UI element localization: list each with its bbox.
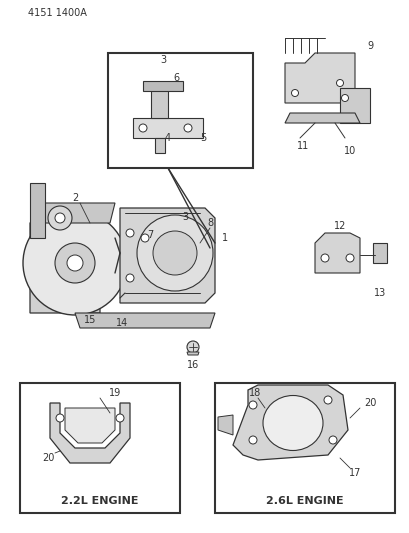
Text: 12: 12 [333, 221, 345, 231]
Circle shape [187, 341, 198, 353]
Text: 6: 6 [173, 73, 179, 83]
Circle shape [345, 254, 353, 262]
Circle shape [126, 274, 134, 282]
Text: 2.6L ENGINE: 2.6L ENGINE [265, 496, 343, 506]
Text: 9: 9 [366, 41, 372, 51]
Circle shape [126, 229, 134, 237]
Text: 13: 13 [373, 288, 385, 298]
Polygon shape [50, 403, 130, 463]
Text: 1: 1 [221, 233, 227, 243]
Circle shape [341, 94, 348, 101]
Text: 3: 3 [160, 55, 166, 65]
Circle shape [55, 213, 65, 223]
Polygon shape [155, 138, 164, 153]
Polygon shape [30, 208, 100, 313]
Polygon shape [65, 408, 115, 443]
Polygon shape [284, 113, 359, 123]
Text: 8: 8 [207, 218, 213, 228]
Circle shape [116, 414, 124, 422]
Polygon shape [30, 183, 45, 238]
Circle shape [291, 90, 298, 96]
Circle shape [67, 255, 83, 271]
Text: 10: 10 [343, 146, 355, 156]
Polygon shape [133, 118, 202, 138]
Polygon shape [120, 208, 214, 303]
Text: 16: 16 [187, 360, 199, 370]
Polygon shape [339, 88, 369, 123]
Circle shape [184, 124, 191, 132]
Circle shape [323, 396, 331, 404]
Text: 18: 18 [248, 388, 261, 398]
Text: 2.2L ENGINE: 2.2L ENGINE [61, 496, 138, 506]
Text: 4: 4 [164, 133, 171, 143]
Ellipse shape [262, 395, 322, 450]
Circle shape [23, 211, 127, 315]
Circle shape [48, 206, 72, 230]
Polygon shape [143, 81, 182, 91]
Text: 3: 3 [182, 212, 188, 222]
Text: 4151 1400A: 4151 1400A [28, 8, 87, 18]
Polygon shape [151, 88, 168, 118]
Polygon shape [232, 385, 347, 460]
Text: 20: 20 [42, 453, 54, 463]
Text: 7: 7 [146, 230, 153, 240]
Bar [108, 53, 252, 168]
Circle shape [137, 215, 213, 291]
Circle shape [248, 436, 256, 444]
Circle shape [139, 124, 147, 132]
Polygon shape [35, 203, 115, 223]
Circle shape [336, 79, 343, 86]
Circle shape [141, 234, 148, 242]
Text: 19: 19 [109, 388, 121, 398]
Text: 14: 14 [116, 318, 128, 328]
Circle shape [328, 436, 336, 444]
Bar [214, 383, 394, 513]
Polygon shape [314, 233, 359, 273]
Circle shape [320, 254, 328, 262]
Text: 17: 17 [348, 468, 360, 478]
Circle shape [56, 414, 64, 422]
Circle shape [153, 231, 196, 275]
Polygon shape [75, 313, 214, 328]
Text: 5: 5 [200, 133, 206, 143]
Polygon shape [187, 352, 198, 355]
Bar [20, 383, 180, 513]
Polygon shape [218, 415, 232, 435]
Text: 11: 11 [296, 141, 308, 151]
Circle shape [248, 401, 256, 409]
Polygon shape [372, 243, 386, 263]
Circle shape [55, 243, 95, 283]
Text: 20: 20 [363, 398, 375, 408]
Polygon shape [284, 53, 354, 103]
Text: 15: 15 [83, 315, 96, 325]
Text: 2: 2 [72, 193, 78, 203]
